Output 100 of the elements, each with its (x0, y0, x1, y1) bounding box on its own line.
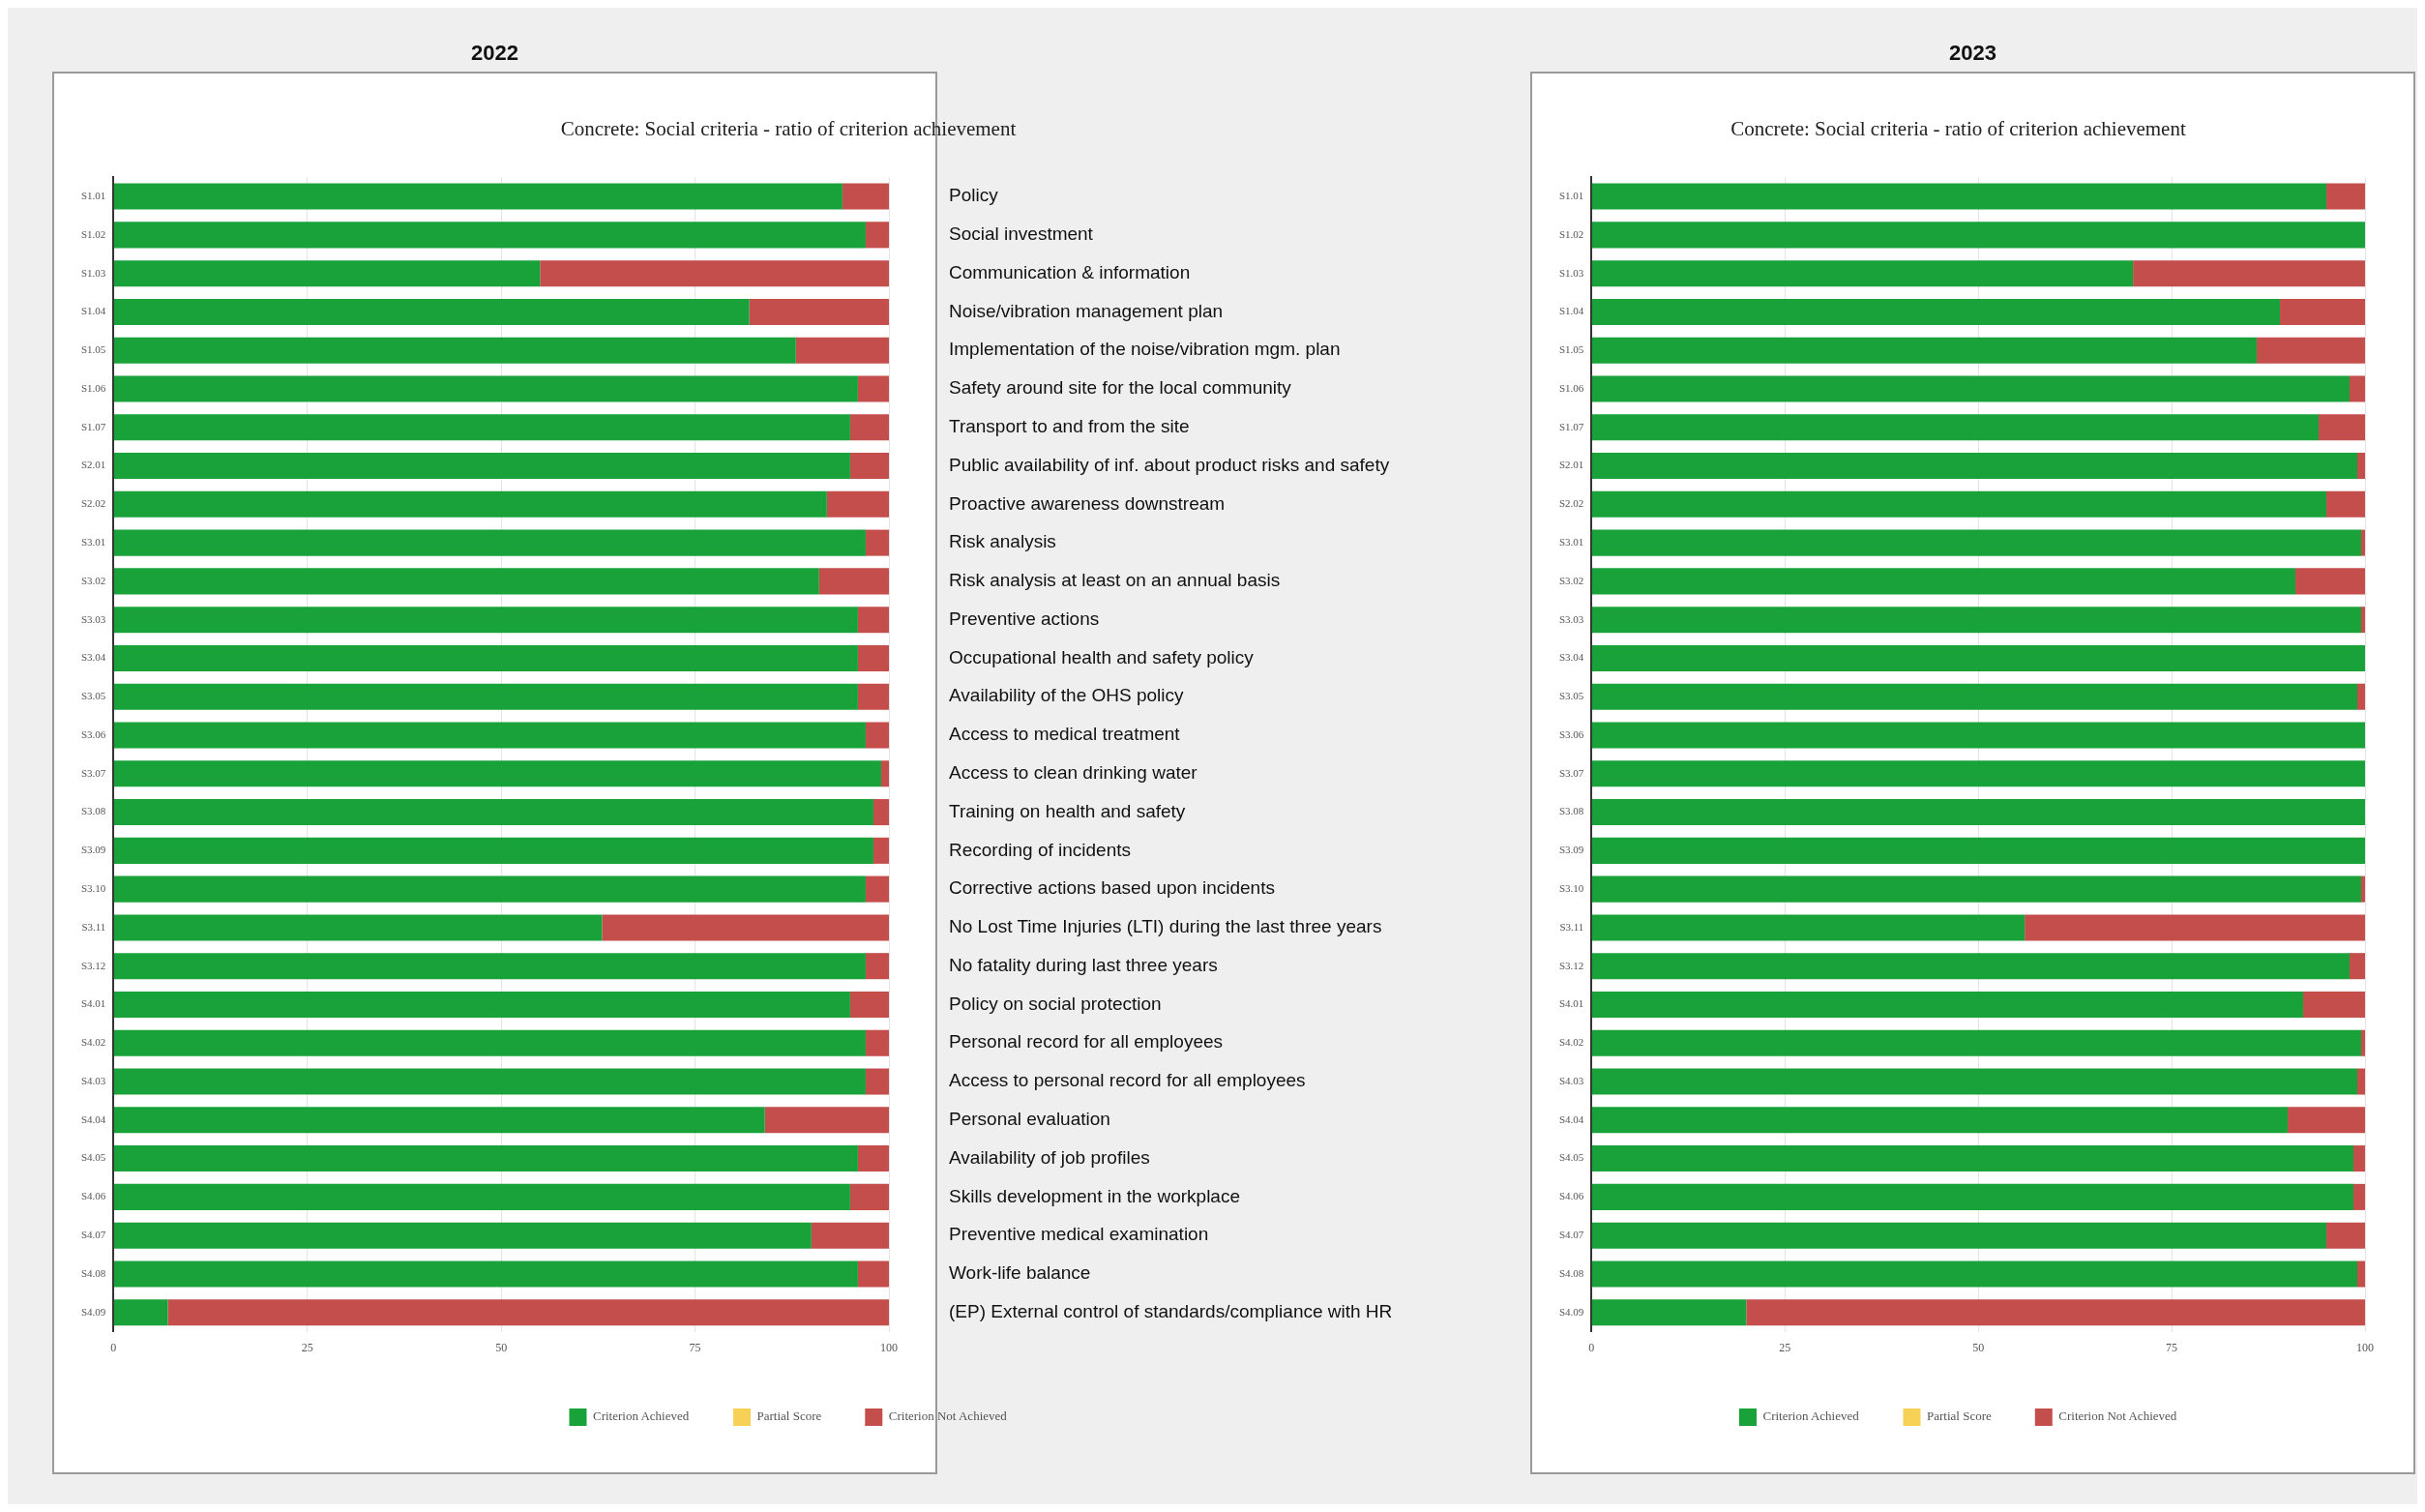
bar (1591, 337, 2258, 364)
y2-tick-label: Occupational health and safety policy (949, 646, 1255, 667)
bar (113, 222, 866, 249)
legend-label: Criterion Achieved (592, 1408, 690, 1424)
bar (113, 1068, 866, 1095)
bar (113, 490, 827, 518)
y-tick-label: S4.03 (80, 1074, 106, 1086)
bar (2350, 375, 2365, 402)
bar (857, 644, 889, 671)
bar (857, 1260, 889, 1288)
bar (1591, 914, 2026, 941)
y2-tick-label: Noise/vibration management plan (949, 300, 1224, 321)
bar (1591, 490, 2327, 518)
x-tick-label: 25 (301, 1340, 313, 1354)
y-tick-label: S4.09 (1558, 1305, 1584, 1318)
y2-tick-label: Skills development in the workplace (949, 1185, 1240, 1206)
y2-tick-label: Availability of job profiles (949, 1146, 1150, 1168)
bar (113, 799, 873, 826)
y2-tick-label: Preventive medical examination (949, 1224, 1209, 1245)
bar (2357, 683, 2365, 710)
y2-tick-label: Personal record for all employees (949, 1031, 1224, 1052)
bar (2288, 1107, 2365, 1134)
y-tick-label: S3.04 (1558, 651, 1584, 664)
y-tick-label: S1.01 (80, 189, 106, 201)
bar (2326, 490, 2365, 518)
y-tick-label: S3.06 (1558, 727, 1584, 740)
bar (1591, 568, 2296, 595)
legend-label: Partial Score (1926, 1408, 1992, 1424)
bar (2133, 260, 2365, 287)
x-tick-label: 25 (1779, 1340, 1791, 1354)
x-tick-label: 75 (689, 1340, 701, 1354)
bar (113, 453, 850, 480)
y-tick-label: S1.03 (80, 266, 106, 279)
bar (2025, 914, 2365, 941)
bar (842, 183, 889, 210)
y2-tick-label: Communication & information (949, 261, 1191, 282)
bar (113, 683, 858, 710)
bar (2295, 568, 2365, 595)
x-tick-label: 0 (110, 1340, 117, 1354)
y-tick-label: S4.08 (1558, 1266, 1584, 1279)
bar (2353, 1145, 2365, 1172)
legend-label: Criterion Not Achieved (2058, 1408, 2177, 1424)
y2-tick-label: Access to personal record for all employees (949, 1070, 1306, 1091)
bar (1591, 298, 2281, 325)
bar (1591, 991, 2304, 1018)
y2-tick-label: Access to medical treatment (949, 724, 1181, 745)
bar (1591, 414, 2320, 441)
bar (849, 1183, 889, 1210)
bar (113, 991, 850, 1018)
bar (2357, 1260, 2365, 1288)
legend-label: Partial Score (756, 1408, 822, 1424)
bar (113, 1029, 866, 1056)
y-tick-label: S3.09 (1558, 844, 1584, 856)
y-tick-label: S3.01 (80, 536, 106, 548)
y-tick-label: S3.10 (80, 882, 106, 895)
x-tick-label: 0 (1588, 1340, 1595, 1354)
y-tick-label: S1.07 (80, 420, 106, 432)
y-tick-label: S3.09 (80, 844, 106, 856)
y-tick-label: S3.07 (80, 766, 106, 779)
y-tick-label: S1.06 (80, 381, 106, 394)
bar (2361, 1029, 2365, 1056)
bar (865, 222, 889, 249)
y-tick-label: S4.01 (1558, 997, 1584, 1010)
bar (113, 298, 750, 325)
bar (1591, 1068, 2357, 1095)
bar (2361, 607, 2365, 634)
y2-tick-label: (EP) External control of standards/compliance with HR (949, 1300, 1393, 1321)
legend-label: Criterion Not Achieved (888, 1408, 1008, 1424)
y-tick-label: S3.02 (80, 574, 106, 586)
y-tick-label: S4.06 (80, 1190, 106, 1202)
bar (865, 1029, 889, 1056)
bar (857, 1145, 889, 1172)
y-tick-label: S3.02 (1558, 574, 1584, 586)
bar (113, 837, 873, 864)
y-tick-label: S4.02 (80, 1036, 106, 1049)
bar (2280, 298, 2365, 325)
bar (1591, 875, 2361, 903)
bar (2357, 453, 2365, 480)
bar (113, 760, 881, 787)
chart-title: 2023 (1948, 40, 1997, 67)
x-tick-label: 50 (1972, 1340, 1985, 1354)
bar (865, 953, 889, 980)
bar (1591, 722, 2365, 749)
y-tick-label: S2.01 (80, 459, 106, 471)
bar (113, 953, 866, 980)
bar (113, 183, 843, 210)
bar (1591, 222, 2365, 249)
y-tick-label: S4.03 (1558, 1074, 1584, 1086)
bar (849, 991, 889, 1018)
y2-tick-label: Risk analysis at least on an annual basis (949, 570, 1281, 591)
y-tick-label: S4.05 (80, 1151, 106, 1164)
bar (1591, 837, 2365, 864)
y-tick-label: S4.07 (80, 1229, 106, 1241)
bar (113, 568, 819, 595)
y-tick-label: S2.02 (80, 497, 106, 510)
bar (1591, 607, 2361, 634)
y2-tick-label: Preventive actions (949, 608, 1100, 629)
bar (1591, 1299, 1747, 1326)
bar (1591, 453, 2357, 480)
bar (2361, 875, 2365, 903)
